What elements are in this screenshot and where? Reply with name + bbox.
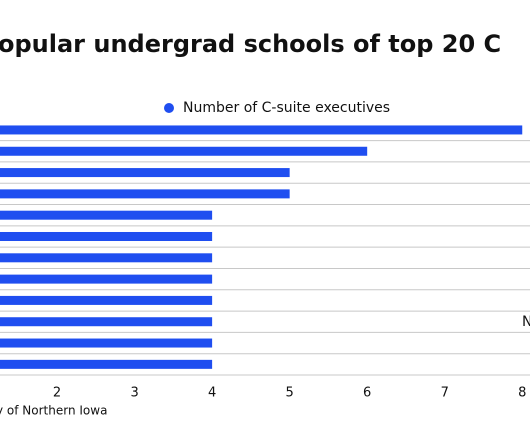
x-tick-label: 2 (53, 386, 61, 401)
legend-marker (164, 103, 174, 113)
chart-title: opular undergrad schools of top 20 C (0, 30, 501, 58)
x-tick-label: 5 (286, 386, 294, 401)
x-tick-label: 4 (208, 386, 216, 401)
x-tick-label: 7 (441, 386, 449, 401)
bar (0, 146, 368, 156)
x-tick-label: 8 (518, 386, 526, 401)
bar (0, 210, 213, 220)
bar (0, 231, 213, 241)
legend-label: Number of C-suite executives (183, 100, 390, 116)
x-tick-label: 6 (363, 386, 371, 401)
bar (0, 338, 213, 348)
bar (0, 295, 213, 305)
source: y of Northern Iowa (0, 404, 107, 418)
bar (0, 359, 213, 369)
bar (0, 317, 213, 327)
x-tick-label: 3 (130, 386, 138, 401)
bar (0, 189, 290, 199)
bar (0, 125, 523, 135)
bar (0, 168, 290, 178)
bar (0, 274, 213, 284)
annotation: N (522, 314, 530, 330)
bar (0, 253, 213, 263)
